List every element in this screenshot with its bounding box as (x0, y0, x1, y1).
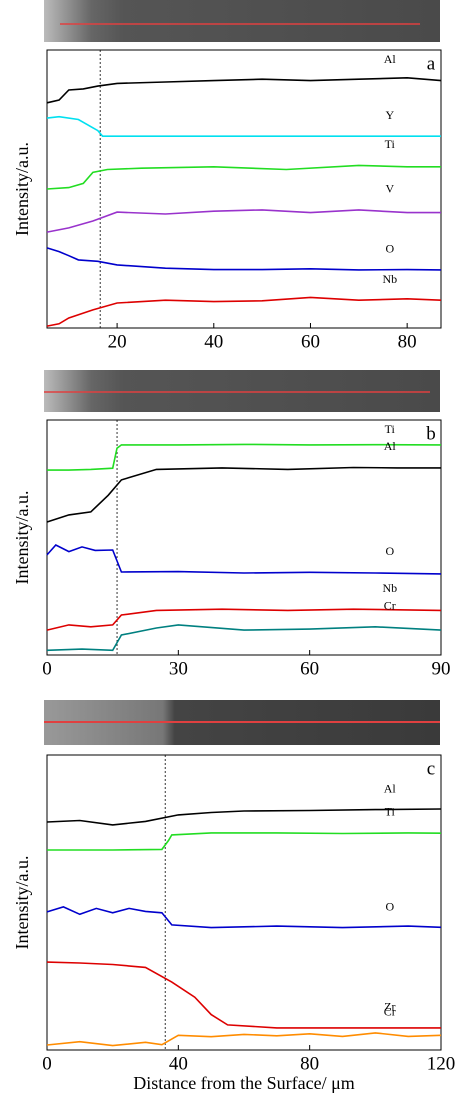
series-label: O (385, 544, 394, 558)
x-tick-label: 60 (300, 658, 319, 679)
x-tick-label: 20 (108, 331, 127, 352)
y-axis-label: Intensity/a.u. (12, 491, 32, 585)
series-line (46, 608, 442, 631)
micrograph-a (44, 0, 440, 42)
x-tick-label: 0 (42, 658, 52, 679)
series-line (46, 209, 441, 233)
series-label: O (385, 242, 394, 256)
series-label: Ti (385, 137, 396, 151)
series-label: Nb (382, 272, 397, 286)
x-tick-label: 30 (169, 658, 188, 679)
series-line (46, 1032, 442, 1047)
series-label: Ti (385, 422, 396, 436)
series-label: Y (385, 108, 394, 122)
series-label: O (385, 899, 394, 913)
series-line (46, 76, 442, 104)
series-label: Nb (382, 581, 397, 595)
series-label: Cr (384, 599, 396, 613)
series-line (46, 544, 442, 575)
micrograph-c (44, 700, 440, 745)
series-label: Zr (384, 1000, 395, 1014)
series-label: V (385, 182, 394, 196)
x-tick-label: 80 (300, 1053, 319, 1074)
series-line (46, 247, 442, 271)
series-line (46, 115, 441, 137)
series-line (47, 832, 442, 851)
x-tick-label: 0 (42, 1053, 52, 1074)
y-axis-label: Intensity/a.u. (12, 142, 32, 236)
x-tick-label: 60 (301, 331, 320, 352)
series-label: Al (384, 439, 397, 453)
panel-label: c (427, 758, 435, 779)
series-label: Al (384, 781, 397, 795)
series-label: Cr (384, 1005, 396, 1019)
series-line (46, 906, 442, 929)
series-line (47, 443, 442, 471)
x-tick-label: 120 (427, 1053, 456, 1074)
x-tick-label: 40 (204, 331, 223, 352)
panel-label: b (426, 423, 436, 444)
plot-frame (46, 754, 442, 1051)
plot-frame (46, 419, 442, 656)
series-line (46, 808, 442, 826)
x-tick-label: 40 (169, 1053, 188, 1074)
x-axis-label: Distance from the Surface/ μm (133, 1073, 355, 1093)
series-line (46, 296, 442, 327)
panel-label: a (427, 53, 436, 74)
series-line (46, 164, 441, 190)
series-line (46, 466, 441, 523)
x-tick-label: 90 (432, 658, 451, 679)
series-label: Al (384, 52, 397, 66)
y-axis-label: Intensity/a.u. (12, 856, 32, 950)
micrograph-b (44, 370, 440, 412)
plot-frame (46, 49, 442, 329)
series-line (46, 624, 442, 652)
x-tick-label: 80 (398, 331, 417, 352)
series-label: Ti (385, 805, 396, 819)
series-line (46, 961, 441, 1029)
